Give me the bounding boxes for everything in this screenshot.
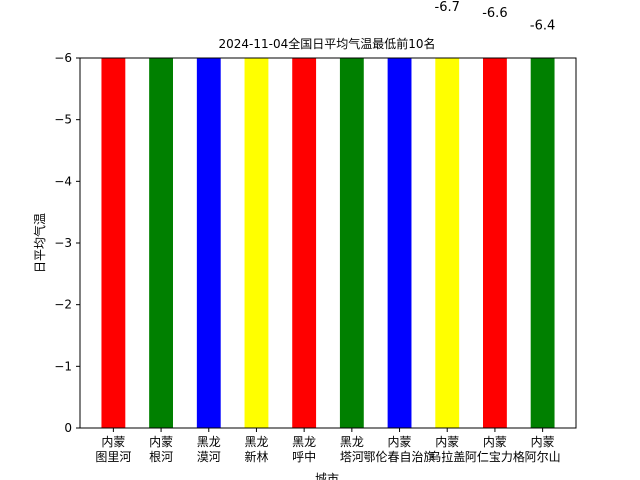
chart-title: 2024-11-04全国日平均气温最低前10名 bbox=[218, 36, 435, 51]
x-tick-label-4-line-1: 黑龙 bbox=[244, 435, 268, 449]
y-tick-label-6: −5 bbox=[54, 113, 72, 127]
bar-5 bbox=[292, 58, 317, 428]
bar-7 bbox=[387, 58, 412, 428]
bar-10 bbox=[530, 58, 555, 428]
y-tick-label-2: −1 bbox=[54, 359, 72, 373]
x-tick-label-9-line-1: 内蒙 bbox=[483, 435, 507, 449]
data-label-8: -6.7 bbox=[435, 0, 460, 15]
x-tick-label-4-line-2: 新林 bbox=[244, 449, 268, 464]
bar-6 bbox=[339, 58, 364, 428]
x-tick-label-2-line-2: 根河 bbox=[149, 450, 173, 464]
y-tick-label-5: −4 bbox=[54, 174, 72, 188]
data-labels-group: -6.7 -6.6 -6.4 bbox=[435, 0, 556, 33]
x-tick-label-6-line-2: 塔河 bbox=[340, 450, 364, 464]
x-tick-label-10-line-1: 内蒙 bbox=[531, 435, 555, 449]
bar-1 bbox=[101, 58, 126, 428]
y-tick-label-4: −3 bbox=[54, 236, 72, 250]
x-axis: 内蒙图里河内蒙根河黑龙漠河黑龙新林黑龙呼中黑龙塔河内蒙鄂伦春自治旗内蒙乌拉盖内蒙… bbox=[95, 428, 561, 464]
bar-4 bbox=[244, 58, 269, 428]
bar-2 bbox=[149, 58, 173, 428]
x-tick-label-9-line-2: 阿仁宝力格 bbox=[465, 449, 525, 464]
x-tick-label-8-line-1: 内蒙 bbox=[435, 435, 459, 449]
y-axis-label: 日平均气温 bbox=[32, 213, 47, 273]
x-tick-label-3-line-2: 漠河 bbox=[197, 450, 221, 464]
x-tick-label-1-line-2: 图里河 bbox=[95, 450, 131, 464]
x-tick-label-7-line-2: 鄂伦春自治旗 bbox=[364, 449, 436, 464]
data-label-10: -6.4 bbox=[530, 18, 555, 33]
bar-3 bbox=[196, 58, 221, 428]
x-axis-label: 城市 bbox=[315, 471, 339, 480]
x-tick-label-5-line-1: 黑龙 bbox=[292, 435, 316, 449]
y-tick-label-7: −6 bbox=[54, 51, 72, 65]
x-tick-label-5-line-2: 呼中 bbox=[292, 449, 316, 464]
data-label-9: -6.6 bbox=[482, 6, 507, 21]
x-tick-label-1-line-1: 内蒙 bbox=[101, 435, 125, 449]
bar-9 bbox=[483, 58, 507, 428]
x-tick-label-7-line-1: 内蒙 bbox=[388, 435, 412, 449]
x-tick-label-2-line-1: 内蒙 bbox=[149, 435, 173, 449]
y-axis: 0 −1 −2 −3 −4 −5 −6 bbox=[54, 51, 80, 435]
x-tick-label-3-line-1: 黑龙 bbox=[197, 435, 221, 449]
bars-group bbox=[101, 58, 555, 428]
y-tick-label-1: 0 bbox=[64, 421, 72, 435]
y-tick-label-3: −2 bbox=[54, 298, 72, 312]
bar-8 bbox=[435, 58, 460, 428]
x-tick-label-10-line-2: 阿尔山 bbox=[525, 449, 561, 464]
x-tick-label-8-line-2: 乌拉盖 bbox=[429, 449, 465, 464]
x-tick-label-6-line-1: 黑龙 bbox=[340, 435, 364, 449]
